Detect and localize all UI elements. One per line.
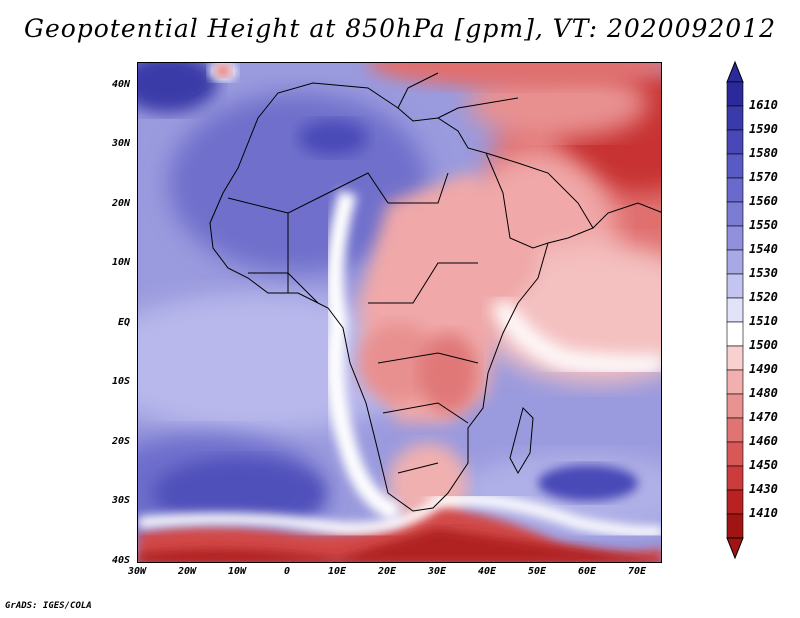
colorbar-swatch xyxy=(726,417,744,443)
colorbar-level-label: 1510 xyxy=(749,314,778,328)
madagascar-outline xyxy=(509,407,534,475)
colorbar-level-label: 1570 xyxy=(749,170,778,184)
colorbar-level-label: 1610 xyxy=(749,98,778,112)
colorbar-swatch xyxy=(726,153,744,179)
colorbar-swatch xyxy=(726,489,744,515)
colorbar-level-label: 1580 xyxy=(749,146,778,160)
indian-ocean-high xyxy=(538,465,638,501)
lat-label-eq: EQ xyxy=(117,317,130,328)
colorbar-swatch xyxy=(726,441,744,467)
colorbar-swatch xyxy=(726,465,744,491)
colorbar-level-label: 1530 xyxy=(749,266,778,280)
geopotential-field xyxy=(138,63,661,562)
colorbar-level-label: 1450 xyxy=(749,458,778,472)
lon-label-60e: 60E xyxy=(577,566,597,577)
colorbar-level-label: 1490 xyxy=(749,362,778,376)
lon-label-50e: 50E xyxy=(527,566,547,577)
colorbar-level-label: 1560 xyxy=(749,194,778,208)
colorbar-level-label: 1500 xyxy=(749,338,778,352)
colorbar-swatch xyxy=(726,345,744,371)
colorbar-level-label: 1410 xyxy=(749,506,778,520)
lat-label-10s: 10S xyxy=(111,376,130,387)
map-plot-area xyxy=(137,62,662,563)
colorbar-swatch xyxy=(726,105,744,131)
colorbar-bottom-arrow xyxy=(726,537,744,560)
colorbar-level-label: 1430 xyxy=(749,482,778,496)
lon-label-20e: 20E xyxy=(377,566,397,577)
colorbar-legend: 1610 1590 1580 1570 1560 1550 1540 1530 1520 1510… xyxy=(722,60,792,560)
lon-label-0: 0 xyxy=(283,566,291,577)
colorbar-level-label: 1550 xyxy=(749,218,778,232)
footer-credit: GrADS: IGES/COLA xyxy=(5,601,92,611)
colorbar-level-label: 1470 xyxy=(749,410,778,424)
colorbar-swatch xyxy=(726,273,744,299)
lon-label-10e: 10E xyxy=(327,566,347,577)
lon-label-30w: 30W xyxy=(127,566,147,577)
lat-label-20s: 20S xyxy=(111,436,130,447)
colorbar-swatch xyxy=(726,393,744,419)
colorbar-swatch xyxy=(726,249,744,275)
lat-label-10n: 10N xyxy=(111,257,130,268)
colorbar-swatch xyxy=(726,297,744,323)
colorbar-level-label: 1520 xyxy=(749,290,778,304)
lon-label-30e: 30E xyxy=(427,566,447,577)
colorbar-level-label: 1540 xyxy=(749,242,778,256)
lat-label-40s: 40S xyxy=(111,555,130,566)
colorbar-swatch xyxy=(726,369,744,395)
colorbar-swatch xyxy=(726,513,744,539)
coastlines xyxy=(209,72,661,512)
lat-label-30s: 30S xyxy=(111,495,130,506)
colorbar-swatch xyxy=(726,81,744,107)
colorbar xyxy=(726,60,744,560)
map-title: Geopotential Height at 850hPa [gpm], VT:… xyxy=(23,14,777,43)
lat-label-20n: 20N xyxy=(111,198,130,209)
lon-label-10w: 10W xyxy=(227,566,247,577)
colorbar-level-label: 1460 xyxy=(749,434,778,448)
lat-label-40n: 40N xyxy=(111,79,130,90)
lon-label-70e: 70E xyxy=(627,566,647,577)
lat-label-30n: 30N xyxy=(111,138,130,149)
colorbar-level-label: 1480 xyxy=(749,386,778,400)
colorbar-swatch xyxy=(726,201,744,227)
colorbar-level-label: 1590 xyxy=(749,122,778,136)
colorbar-swatch xyxy=(726,129,744,155)
colorbar-top-arrow xyxy=(726,60,744,83)
lon-label-40e: 40E xyxy=(477,566,497,577)
lon-label-20w: 20W xyxy=(177,566,197,577)
colorbar-swatch xyxy=(726,225,744,251)
colorbar-swatch xyxy=(726,321,744,347)
colorbar-swatch xyxy=(726,177,744,203)
